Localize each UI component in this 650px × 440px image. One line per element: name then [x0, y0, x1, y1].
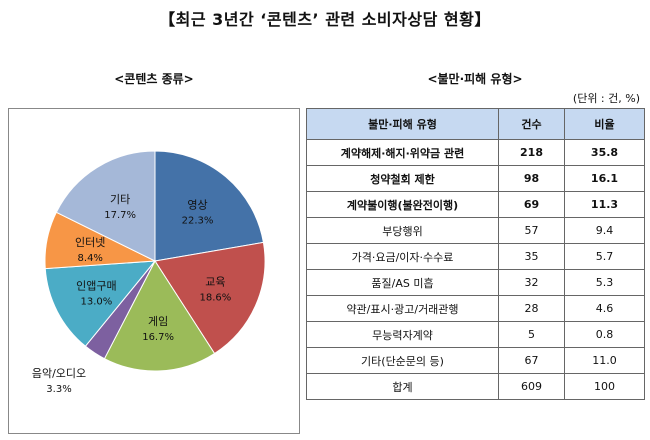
header-type: 불만·피해 유형	[306, 108, 499, 140]
pie-slice-value: 13.0%	[80, 296, 112, 307]
pie-slice-label: 인앱구매	[76, 279, 116, 292]
pie-slice-label: 인터넷	[75, 236, 105, 249]
cell-count: 609	[498, 373, 565, 400]
cell-count: 98	[498, 165, 565, 192]
cell-ratio: 11.3	[564, 191, 645, 218]
pie-chart-panel: 영상 22.3% 교육 18.6% 게임 16.7% 음악/오디오 3.3% 인앱구매 13.0%…	[8, 108, 300, 434]
cell-type: 계약불이행(불완전이행)	[306, 191, 499, 218]
cell-count: 218	[498, 139, 565, 166]
table-row: 계약불이행(불완전이행) 69 11.3	[306, 191, 645, 218]
table-row: 계약해제·해지·위약금 관련 218 35.8	[306, 139, 645, 166]
pie-chart: 영상 22.3% 교육 18.6% 게임 16.7% 음악/오디오 3.3% 인앱구매 13.0%…	[32, 150, 266, 395]
table-row: 품질/AS 미흡 32 5.3	[306, 269, 645, 296]
cell-type: 기타(단순문의 등)	[306, 347, 499, 374]
cell-ratio: 0.8	[564, 321, 645, 348]
unit-note: (단위 : 건, %)	[572, 92, 640, 105]
cell-type: 청약철회 제한	[306, 165, 499, 192]
pie-slice-value: 16.7%	[142, 332, 174, 343]
cell-count: 69	[498, 191, 565, 218]
cell-count: 57	[498, 217, 565, 244]
cell-count: 28	[498, 295, 565, 322]
table-row: 합계 609 100	[306, 373, 645, 400]
pie-slice-label: 게임	[148, 315, 168, 328]
complaint-types-heading: <불만·피해 유형>	[427, 72, 523, 86]
table-row: 가격·요금/이자·수수료 35 5.7	[306, 243, 645, 270]
cell-count: 5	[498, 321, 565, 348]
pie-slice-value: 3.3%	[46, 384, 71, 395]
cell-ratio: 100	[564, 373, 645, 400]
header-ratio: 비율	[564, 108, 645, 140]
pie-slice	[103, 260, 216, 372]
pie-slice-value: 22.3%	[182, 216, 214, 227]
cell-type: 부당행위	[306, 217, 499, 244]
cell-type: 품질/AS 미흡	[306, 269, 499, 296]
pie-slice-label: 음악/오디오	[32, 367, 86, 380]
cell-ratio: 35.8	[564, 139, 645, 166]
table-row: 청약철회 제한 98 16.1	[306, 165, 645, 192]
table-row: 무능력자계약 5 0.8	[306, 321, 645, 348]
pie-slice	[55, 150, 156, 262]
pie-slice-value: 8.4%	[78, 253, 103, 264]
table-row: 기타(단순문의 등) 67 11.0	[306, 347, 645, 374]
page-title: 【최근 3년간 ‘콘텐츠’ 관련 소비자상담 현황】	[159, 10, 491, 29]
cell-type: 가격·요금/이자·수수료	[306, 243, 499, 270]
cell-ratio: 11.0	[564, 347, 645, 374]
pie-slice-label: 영상	[187, 199, 207, 212]
cell-type: 약관/표시·광고/거래관행	[306, 295, 499, 322]
pie-slice	[154, 150, 264, 262]
cell-type: 무능력자계약	[306, 321, 499, 348]
pie-slice-value: 17.7%	[104, 210, 136, 221]
cell-type: 합계	[306, 373, 499, 400]
table-row: 약관/표시·광고/거래관행 28 4.6	[306, 295, 645, 322]
table-row: 부당행위 57 9.4	[306, 217, 645, 244]
table-header-row: 불만·피해 유형 건수 비율	[306, 108, 645, 140]
cell-type: 계약해제·해지·위약금 관련	[306, 139, 499, 166]
content-types-heading: <콘텐츠 종류>	[114, 72, 194, 86]
cell-count: 35	[498, 243, 565, 270]
cell-ratio: 16.1	[564, 165, 645, 192]
cell-ratio: 9.4	[564, 217, 645, 244]
pie-slice	[154, 241, 266, 355]
pie-slice-value: 18.6%	[200, 293, 232, 304]
cell-ratio: 4.6	[564, 295, 645, 322]
pie-slice-label: 기타	[110, 193, 130, 206]
complaint-table: 불만·피해 유형 건수 비율 계약해제·해지·위약금 관련 218 35.8 청약철회…	[306, 108, 645, 400]
complaint-table-panel: 불만·피해 유형 건수 비율 계약해제·해지·위약금 관련 218 35.8 청약철회…	[306, 108, 645, 400]
pie-slice-label: 교육	[205, 276, 225, 289]
cell-count: 67	[498, 347, 565, 374]
header-count: 건수	[498, 108, 565, 140]
cell-ratio: 5.3	[564, 269, 645, 296]
cell-ratio: 5.7	[564, 243, 645, 270]
cell-count: 32	[498, 269, 565, 296]
pie-slice	[44, 260, 157, 347]
